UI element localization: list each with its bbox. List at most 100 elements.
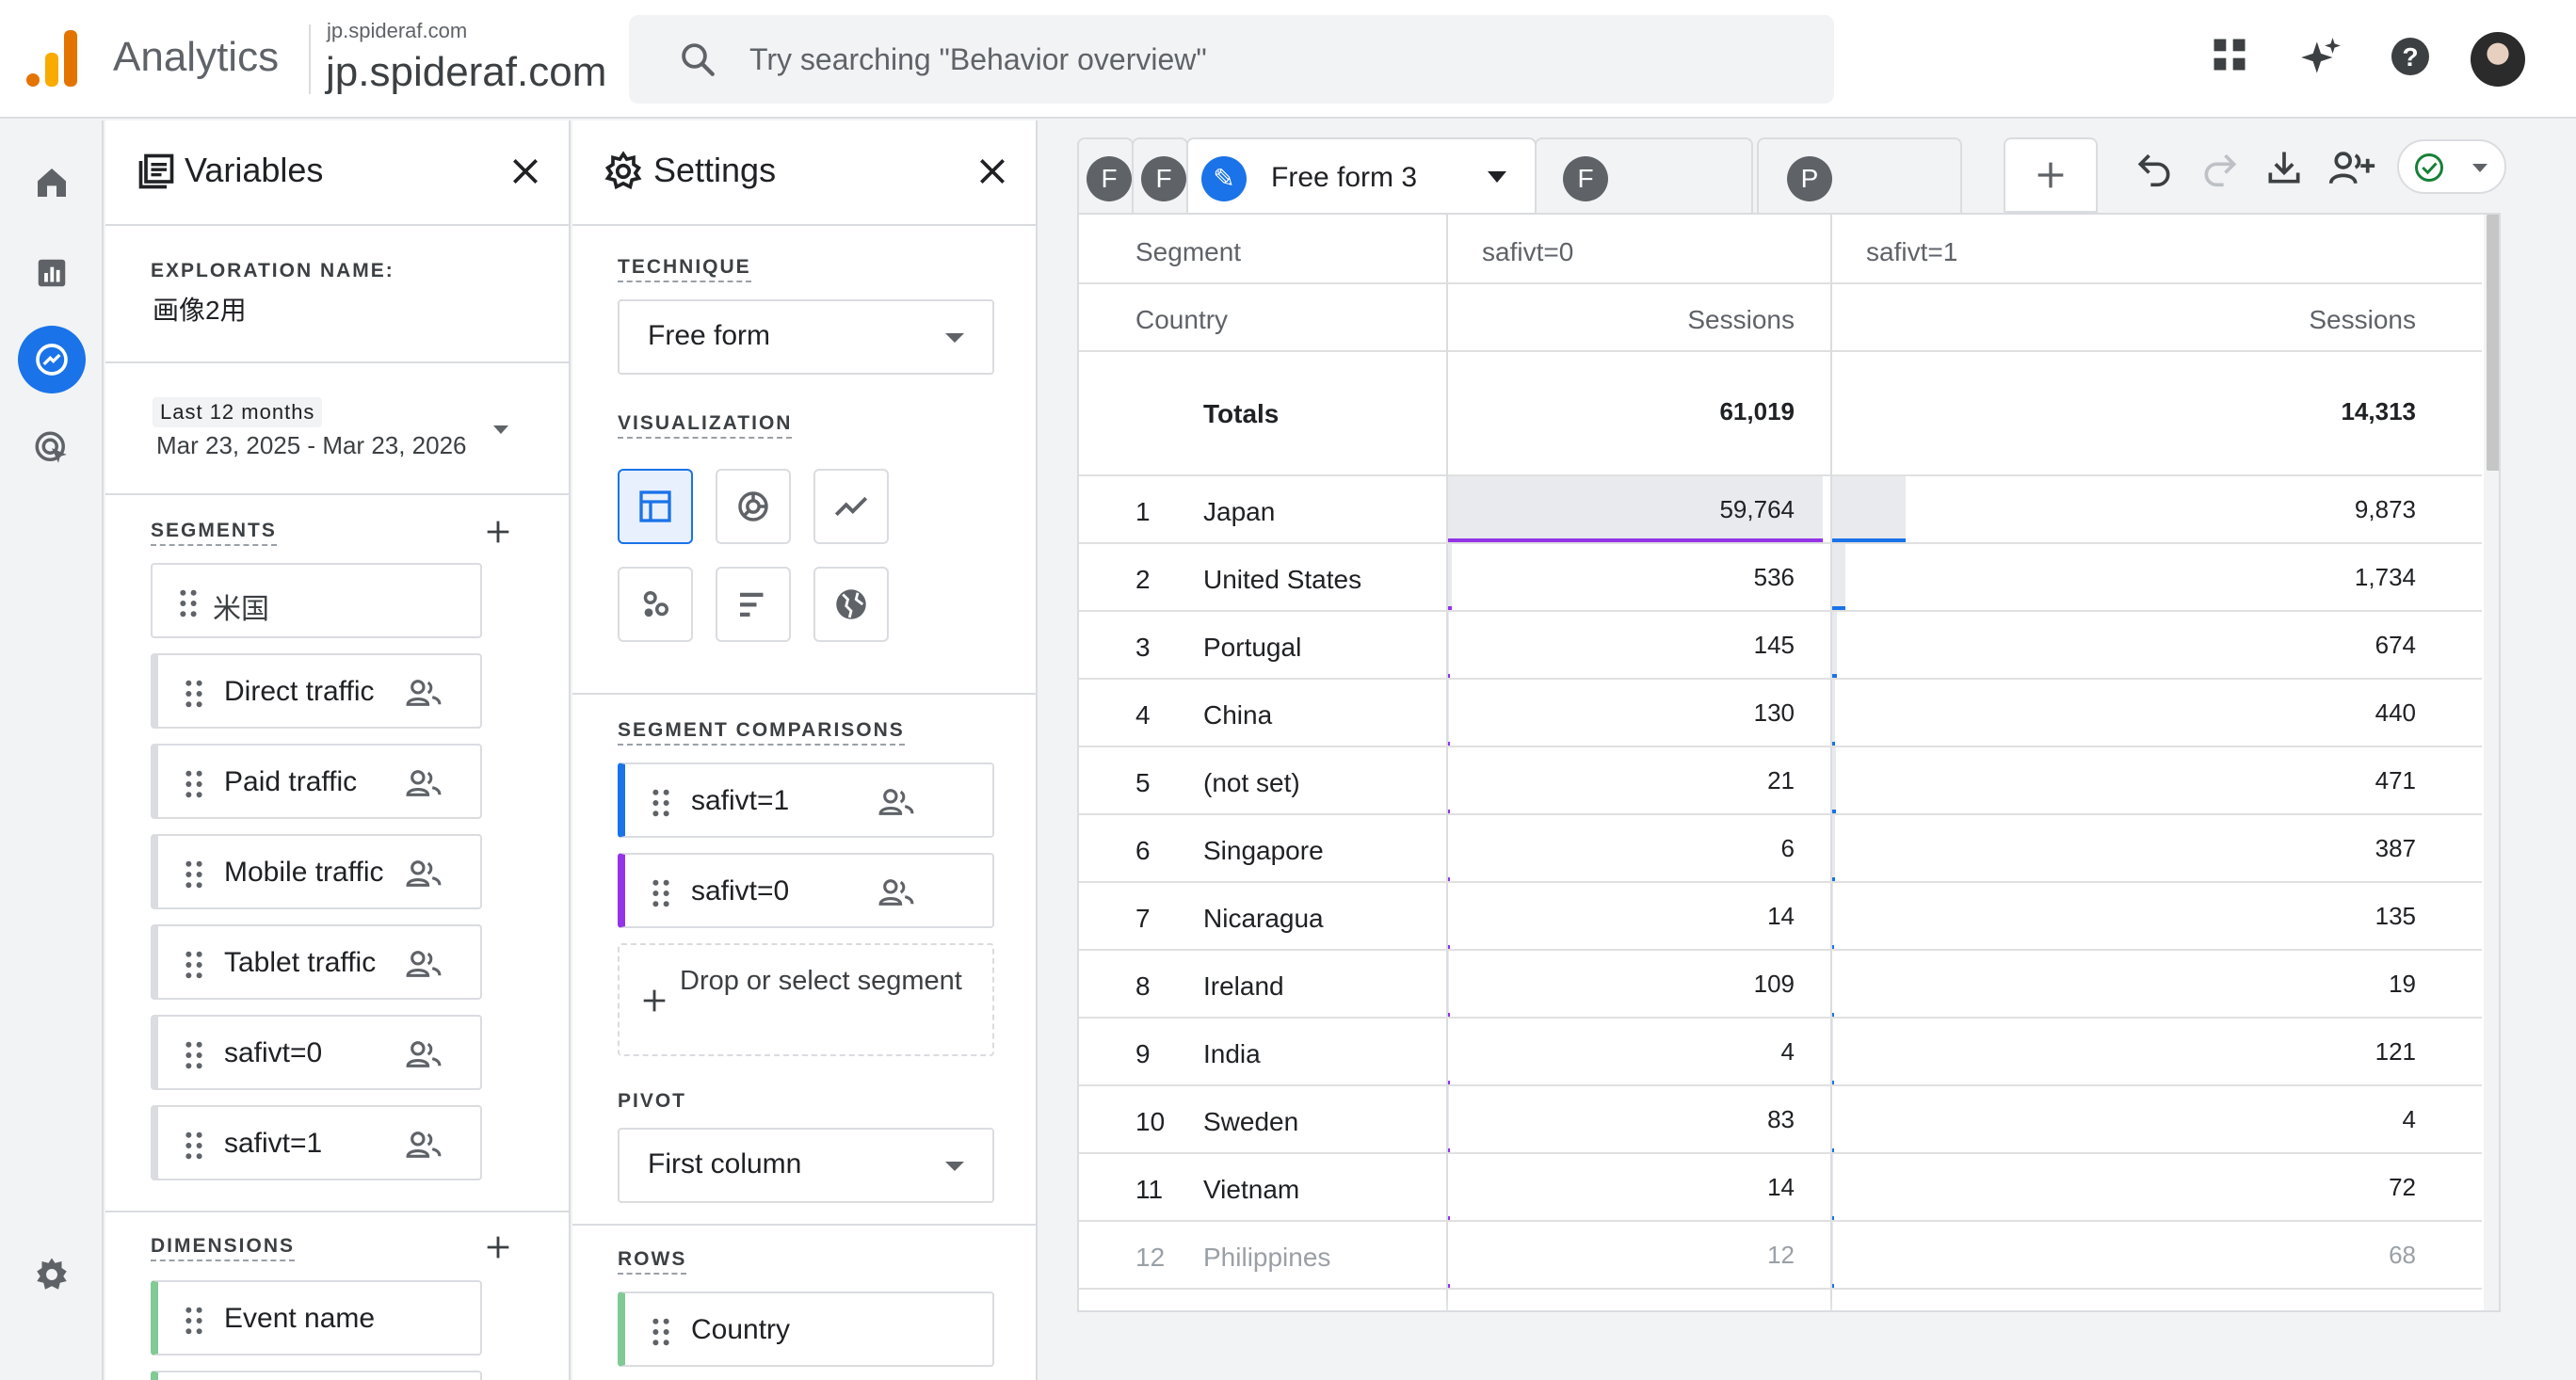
value-bar xyxy=(1832,680,1835,746)
comparison-chip[interactable]: safivt=0 xyxy=(618,853,994,928)
add-segment-icon[interactable] xyxy=(482,516,514,548)
country-cell[interactable]: Singapore xyxy=(1203,836,1324,865)
country-cell[interactable]: China xyxy=(1203,700,1273,730)
country-cell[interactable]: Portugal xyxy=(1203,633,1302,662)
dimension-chip[interactable] xyxy=(151,1371,482,1380)
sessions-cell: 14 xyxy=(1767,902,1795,930)
table-icon[interactable] xyxy=(618,469,693,544)
tab[interactable]: F xyxy=(1535,137,1753,213)
value-bar xyxy=(1448,544,1452,610)
scrollbar-thumb[interactable] xyxy=(2487,215,2499,471)
segment-chip[interactable]: Direct traffic xyxy=(151,653,482,729)
drag-handle-icon[interactable] xyxy=(652,1318,670,1346)
bar-chart-icon[interactable] xyxy=(716,567,791,642)
scatter-chart-icon[interactable] xyxy=(618,567,693,642)
drag-handle-icon[interactable] xyxy=(185,1307,203,1335)
search-bar[interactable] xyxy=(629,15,1834,104)
add-tab-button[interactable] xyxy=(2004,137,2098,213)
download-icon[interactable] xyxy=(2263,147,2305,188)
status-button[interactable] xyxy=(2397,139,2506,194)
add-dimension-icon[interactable] xyxy=(482,1231,514,1263)
drop-segment-zone[interactable]: Drop or select segment xyxy=(618,943,994,1056)
country-cell[interactable]: Sweden xyxy=(1203,1107,1299,1136)
home-icon[interactable] xyxy=(18,149,86,217)
date-dropdown-arrow-icon[interactable] xyxy=(493,425,508,434)
row-dimension-chip[interactable]: Country xyxy=(618,1292,994,1367)
segment-chip[interactable]: 米国 xyxy=(151,563,482,638)
account-name[interactable]: jp.spideraf.com xyxy=(327,19,468,42)
drag-handle-icon[interactable] xyxy=(185,680,203,708)
tab[interactable]: F xyxy=(1077,137,1134,213)
share-user-icon[interactable] xyxy=(2327,147,2376,188)
totals-label: Totals xyxy=(1203,399,1280,428)
property-name[interactable]: jp.spideraf.com xyxy=(326,49,607,95)
row-index: 7 xyxy=(1135,904,1151,933)
segment-chip[interactable]: safivt=1 xyxy=(151,1105,482,1180)
value-bar xyxy=(1832,544,1845,610)
vertical-scrollbar[interactable] xyxy=(2484,215,2499,1310)
drag-handle-icon[interactable] xyxy=(652,879,670,907)
drag-handle-icon[interactable] xyxy=(185,1041,203,1069)
metric-header[interactable]: Sessions xyxy=(1687,305,1795,334)
drag-handle-icon[interactable] xyxy=(652,789,670,817)
explore-icon[interactable] xyxy=(18,326,86,393)
redo-icon[interactable] xyxy=(2199,147,2241,188)
tab[interactable]: F xyxy=(1132,137,1188,213)
help-icon[interactable]: ? xyxy=(2388,34,2433,79)
drag-handle-icon[interactable] xyxy=(185,951,203,979)
dimension-chip[interactable]: Event name xyxy=(151,1280,482,1356)
drag-handle-icon[interactable] xyxy=(185,860,203,889)
donut-chart-icon[interactable] xyxy=(716,469,791,544)
drag-handle-icon[interactable] xyxy=(185,1131,203,1160)
country-cell[interactable]: India xyxy=(1203,1039,1261,1068)
advertising-icon[interactable] xyxy=(18,414,86,482)
segment-chip[interactable]: safivt=0 xyxy=(151,1015,482,1090)
segment-label: Direct traffic xyxy=(224,676,375,707)
apps-grid-icon[interactable] xyxy=(2209,34,2250,75)
gear-icon xyxy=(604,151,642,190)
chevron-down-icon[interactable] xyxy=(1488,171,1506,183)
country-cell[interactable]: Nicaragua xyxy=(1203,904,1324,933)
comparison-chip[interactable]: safivt=1 xyxy=(618,762,994,838)
country-cell[interactable]: United States xyxy=(1203,565,1362,594)
country-cell[interactable]: Vietnam xyxy=(1203,1175,1300,1204)
exploration-name[interactable]: 画像2用 xyxy=(153,296,247,325)
avatar[interactable] xyxy=(2471,32,2525,87)
close-icon[interactable] xyxy=(974,152,1011,190)
technique-value: Free form xyxy=(648,320,771,351)
left-nav-rail xyxy=(0,120,104,1380)
tab[interactable]: P xyxy=(1757,137,1962,213)
technique-select[interactable]: Free form xyxy=(618,299,994,375)
segment-column-header[interactable]: safivt=1 xyxy=(1866,237,1958,266)
metric-header[interactable]: Sessions xyxy=(2309,305,2416,334)
data-table: Segment safivt=0 safivt=1 Country Sessio… xyxy=(1077,213,2501,1312)
segment-chip[interactable]: Mobile traffic xyxy=(151,834,482,909)
line-chart-icon[interactable] xyxy=(813,469,889,544)
tab-technique-icon: F xyxy=(1563,156,1608,201)
country-cell[interactable]: Ireland xyxy=(1203,971,1284,1001)
settings-icon[interactable] xyxy=(18,1241,86,1308)
value-bar-underline xyxy=(1832,1216,1834,1220)
country-cell[interactable]: (not set) xyxy=(1203,768,1300,797)
close-icon[interactable] xyxy=(507,152,544,190)
pivot-select[interactable]: First column xyxy=(618,1128,994,1203)
drag-handle-icon[interactable] xyxy=(179,589,198,618)
value-bar xyxy=(1448,1086,1449,1152)
search-input[interactable] xyxy=(749,36,1785,83)
undo-icon[interactable] xyxy=(2133,147,2175,188)
sparkle-icon[interactable] xyxy=(2297,34,2344,81)
value-bar-underline xyxy=(1832,1284,1834,1288)
row-divider xyxy=(1079,610,2482,612)
geo-map-icon[interactable] xyxy=(813,567,889,642)
reports-icon[interactable] xyxy=(18,239,86,307)
segment-column-header[interactable]: safivt=0 xyxy=(1482,237,1574,266)
user-segment-icon xyxy=(406,951,442,977)
country-cell[interactable]: Philippines xyxy=(1203,1243,1331,1272)
date-range[interactable]: Mar 23, 2025 - Mar 23, 2026 xyxy=(156,431,467,459)
analytics-logo-icon[interactable] xyxy=(26,30,79,87)
country-cell[interactable]: Japan xyxy=(1203,497,1276,526)
tab-active[interactable]: ✎ Free form 3 xyxy=(1186,137,1537,213)
drag-handle-icon[interactable] xyxy=(185,770,203,798)
segment-chip[interactable]: Paid traffic xyxy=(151,744,482,819)
segment-chip[interactable]: Tablet traffic xyxy=(151,924,482,1000)
